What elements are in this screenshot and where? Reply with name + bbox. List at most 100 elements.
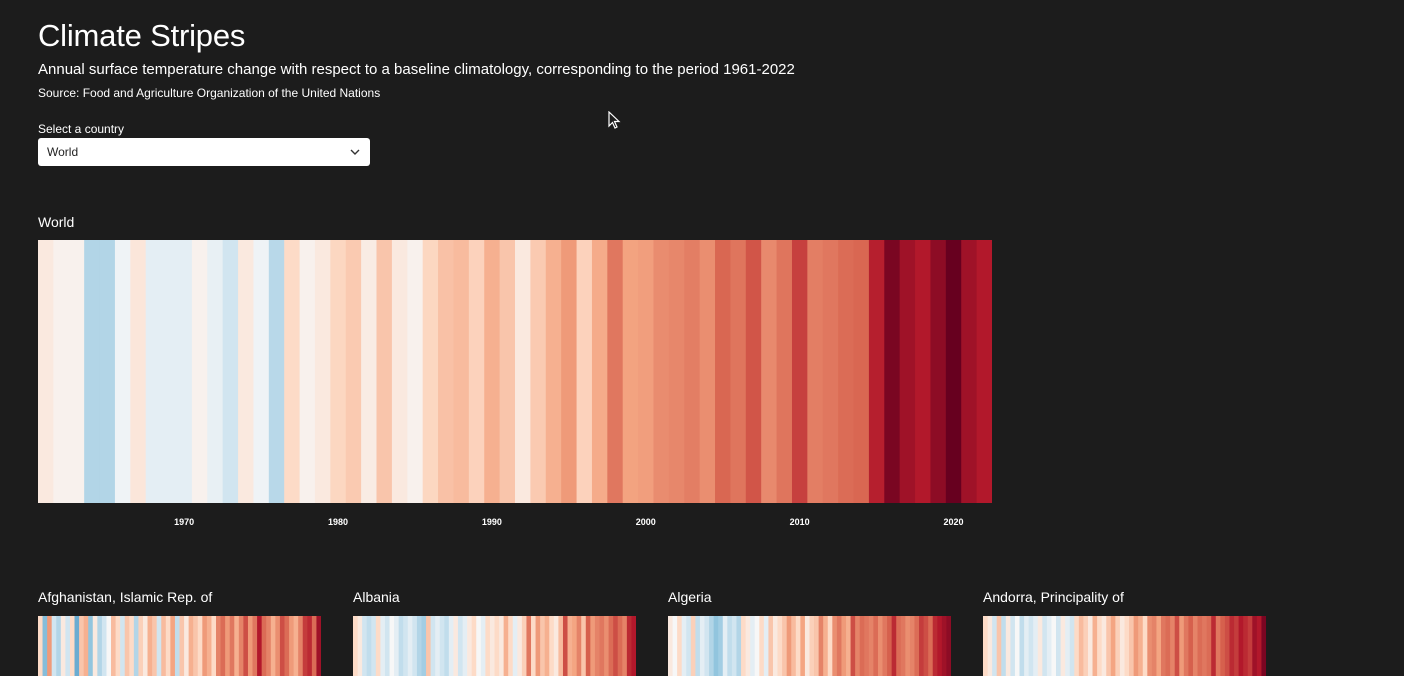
stripe-1975[interactable] xyxy=(731,616,737,676)
stripe-2016[interactable] xyxy=(604,616,610,676)
stripe-1984[interactable] xyxy=(391,240,408,503)
stripe-2017[interactable] xyxy=(923,616,929,676)
stripe-1982[interactable] xyxy=(133,616,139,676)
stripe-1980[interactable] xyxy=(124,616,130,676)
stripe-2001[interactable] xyxy=(653,240,670,503)
stripe-1963[interactable] xyxy=(47,616,53,676)
stripe-2001[interactable] xyxy=(850,616,856,676)
stripe-1993[interactable] xyxy=(814,616,820,676)
stripe-1962[interactable] xyxy=(42,616,48,676)
stripe-1962[interactable] xyxy=(672,616,678,676)
stripe-2012[interactable] xyxy=(270,616,276,676)
stripe-2013[interactable] xyxy=(1220,616,1226,676)
stripe-1979[interactable] xyxy=(435,616,441,676)
stripe-1997[interactable] xyxy=(1147,616,1153,676)
stripe-1994[interactable] xyxy=(503,616,509,676)
stripe-1963[interactable] xyxy=(362,616,368,676)
stripe-1980[interactable] xyxy=(330,240,347,503)
stripe-1998[interactable] xyxy=(1151,616,1157,676)
stripe-1961[interactable] xyxy=(983,616,988,676)
stripe-1974[interactable] xyxy=(727,616,733,676)
stripe-1995[interactable] xyxy=(193,616,199,676)
stripe-1977[interactable] xyxy=(284,240,300,503)
stripe-2002[interactable] xyxy=(668,240,685,503)
stripe-2018[interactable] xyxy=(928,616,934,676)
stripe-2006[interactable] xyxy=(730,240,747,503)
stripe-1993[interactable] xyxy=(1129,616,1135,676)
stripe-1995[interactable] xyxy=(508,616,514,676)
stripe-2007[interactable] xyxy=(247,616,253,676)
stripe-1981[interactable] xyxy=(1074,616,1080,676)
stripe-2011[interactable] xyxy=(807,240,824,503)
stripe-2009[interactable] xyxy=(887,616,893,676)
stripe-1994[interactable] xyxy=(1133,616,1139,676)
stripe-1991[interactable] xyxy=(499,240,516,503)
stripe-1984[interactable] xyxy=(1087,616,1093,676)
stripe-1988[interactable] xyxy=(453,240,470,503)
stripe-1996[interactable] xyxy=(827,616,833,676)
stripe-1973[interactable] xyxy=(222,240,239,503)
stripe-1995[interactable] xyxy=(823,616,829,676)
stripe-1998[interactable] xyxy=(836,616,842,676)
stripe-1979[interactable] xyxy=(120,616,126,676)
stripe-1964[interactable] xyxy=(996,616,1002,676)
stripe-2008[interactable] xyxy=(761,240,777,503)
stripe-1966[interactable] xyxy=(60,616,66,676)
stripe-1971[interactable] xyxy=(1028,616,1034,676)
stripe-1992[interactable] xyxy=(809,616,815,676)
stripe-1962[interactable] xyxy=(357,616,363,676)
stripe-2017[interactable] xyxy=(899,240,916,503)
stripe-1997[interactable] xyxy=(832,616,838,676)
stripe-2007[interactable] xyxy=(745,240,762,503)
stripe-1987[interactable] xyxy=(438,240,454,503)
stripe-1987[interactable] xyxy=(471,616,477,676)
stripe-1963[interactable] xyxy=(992,616,998,676)
stripe-1990[interactable] xyxy=(170,616,176,676)
stripe-2017[interactable] xyxy=(608,616,614,676)
stripe-2014[interactable] xyxy=(909,616,915,676)
stripe-1969[interactable] xyxy=(704,616,710,676)
stripe-1999[interactable] xyxy=(841,616,847,676)
stripe-1978[interactable] xyxy=(430,616,436,676)
stripe-1979[interactable] xyxy=(314,240,331,503)
stripe-1975[interactable] xyxy=(253,240,270,503)
stripe-1985[interactable] xyxy=(147,616,153,676)
stripe-2008[interactable] xyxy=(1197,616,1203,676)
stripe-2016[interactable] xyxy=(1234,616,1240,676)
stripe-2016[interactable] xyxy=(919,616,925,676)
stripe-2016[interactable] xyxy=(884,240,901,503)
stripe-1976[interactable] xyxy=(736,616,742,676)
stripe-1962[interactable] xyxy=(987,616,993,676)
stripe-2010[interactable] xyxy=(261,616,267,676)
stripe-1973[interactable] xyxy=(92,616,98,676)
stripe-1979[interactable] xyxy=(750,616,756,676)
stripe-1973[interactable] xyxy=(407,616,413,676)
stripe-1990[interactable] xyxy=(485,616,491,676)
stripe-2007[interactable] xyxy=(877,616,883,676)
stripe-2014[interactable] xyxy=(594,616,600,676)
stripe-2019[interactable] xyxy=(1247,616,1253,676)
stripe-1971[interactable] xyxy=(191,240,208,503)
stripe-1991[interactable] xyxy=(1119,616,1125,676)
stripe-2005[interactable] xyxy=(553,616,559,676)
stripe-1983[interactable] xyxy=(453,616,459,676)
stripe-2007[interactable] xyxy=(562,616,568,676)
stripe-2015[interactable] xyxy=(914,616,920,676)
stripe-1968[interactable] xyxy=(69,616,75,676)
stripe-1975[interactable] xyxy=(101,616,107,676)
stripe-1991[interactable] xyxy=(804,616,810,676)
stripe-1989[interactable] xyxy=(1110,616,1116,676)
stripe-2019[interactable] xyxy=(930,240,947,503)
stripe-1984[interactable] xyxy=(772,616,778,676)
stripe-1983[interactable] xyxy=(376,240,393,503)
stripe-1965[interactable] xyxy=(1001,616,1007,676)
stripe-1992[interactable] xyxy=(494,616,500,676)
stripe-2005[interactable] xyxy=(238,616,244,676)
stripe-2018[interactable] xyxy=(1243,616,1249,676)
stripe-1968[interactable] xyxy=(384,616,390,676)
stripe-1967[interactable] xyxy=(380,616,386,676)
stripe-2019[interactable] xyxy=(932,616,938,676)
stripe-1990[interactable] xyxy=(1115,616,1121,676)
stripe-1988[interactable] xyxy=(161,616,167,676)
stripe-1974[interactable] xyxy=(412,616,418,676)
